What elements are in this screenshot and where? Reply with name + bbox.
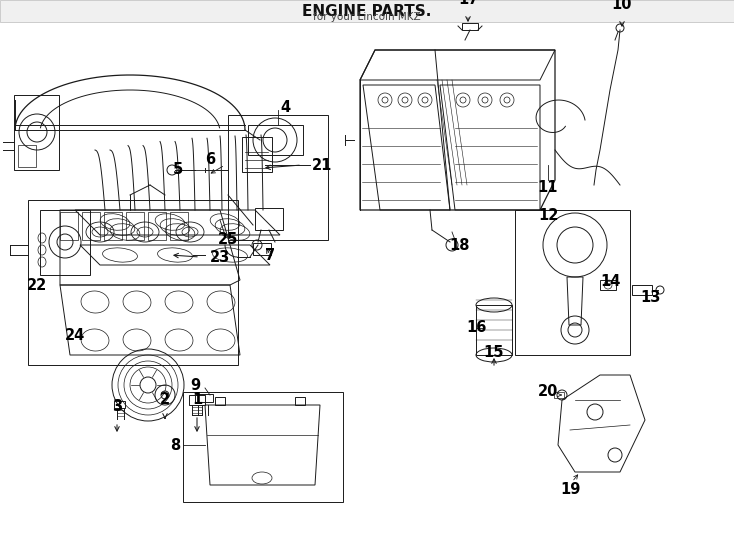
- Text: 12: 12: [538, 207, 558, 222]
- Bar: [228, 115, 328, 240]
- Text: 5: 5: [173, 163, 183, 178]
- Bar: [600, 280, 616, 290]
- Text: 4: 4: [280, 100, 290, 116]
- Text: 17: 17: [458, 0, 478, 7]
- Text: 9: 9: [190, 377, 200, 393]
- Text: 22: 22: [27, 278, 47, 293]
- Text: 1: 1: [192, 392, 202, 407]
- Text: 21: 21: [312, 158, 333, 172]
- Text: 10: 10: [611, 0, 632, 12]
- Bar: [183, 392, 343, 502]
- Bar: [0, 0, 734, 22]
- Text: 16: 16: [466, 321, 486, 335]
- Bar: [253, 243, 271, 255]
- Text: for your Lincoln MKZ: for your Lincoln MKZ: [313, 12, 421, 22]
- Text: 3: 3: [112, 399, 122, 414]
- Bar: [462, 23, 478, 30]
- Text: 8: 8: [170, 437, 180, 453]
- Bar: [215, 397, 225, 405]
- Bar: [82, 212, 100, 240]
- Text: ENGINE PARTS.: ENGINE PARTS.: [302, 3, 432, 18]
- Text: 25: 25: [218, 233, 239, 247]
- Bar: [632, 285, 652, 295]
- Bar: [476, 305, 512, 355]
- Bar: [104, 212, 122, 240]
- Bar: [295, 397, 305, 405]
- Text: 2: 2: [160, 392, 170, 407]
- Bar: [255, 208, 283, 230]
- Bar: [114, 401, 125, 408]
- Bar: [28, 200, 238, 365]
- Text: 20: 20: [538, 384, 558, 400]
- Text: 7: 7: [265, 247, 275, 262]
- Text: 6: 6: [205, 152, 215, 166]
- Text: 23: 23: [210, 249, 230, 265]
- Text: 24: 24: [65, 327, 85, 342]
- Text: 19: 19: [560, 483, 580, 497]
- Bar: [554, 392, 564, 398]
- Bar: [242, 137, 272, 172]
- Bar: [515, 210, 630, 355]
- Bar: [248, 125, 303, 155]
- Bar: [170, 212, 188, 240]
- Bar: [40, 210, 90, 275]
- Bar: [14, 95, 59, 170]
- Bar: [18, 145, 36, 167]
- Bar: [195, 394, 213, 402]
- Bar: [60, 212, 78, 240]
- Text: 18: 18: [450, 238, 470, 253]
- Bar: [148, 212, 166, 240]
- Text: 13: 13: [640, 291, 660, 306]
- Text: 11: 11: [538, 180, 559, 195]
- Bar: [189, 395, 205, 405]
- Text: 15: 15: [484, 345, 504, 360]
- Text: 14: 14: [600, 274, 620, 289]
- Bar: [126, 212, 144, 240]
